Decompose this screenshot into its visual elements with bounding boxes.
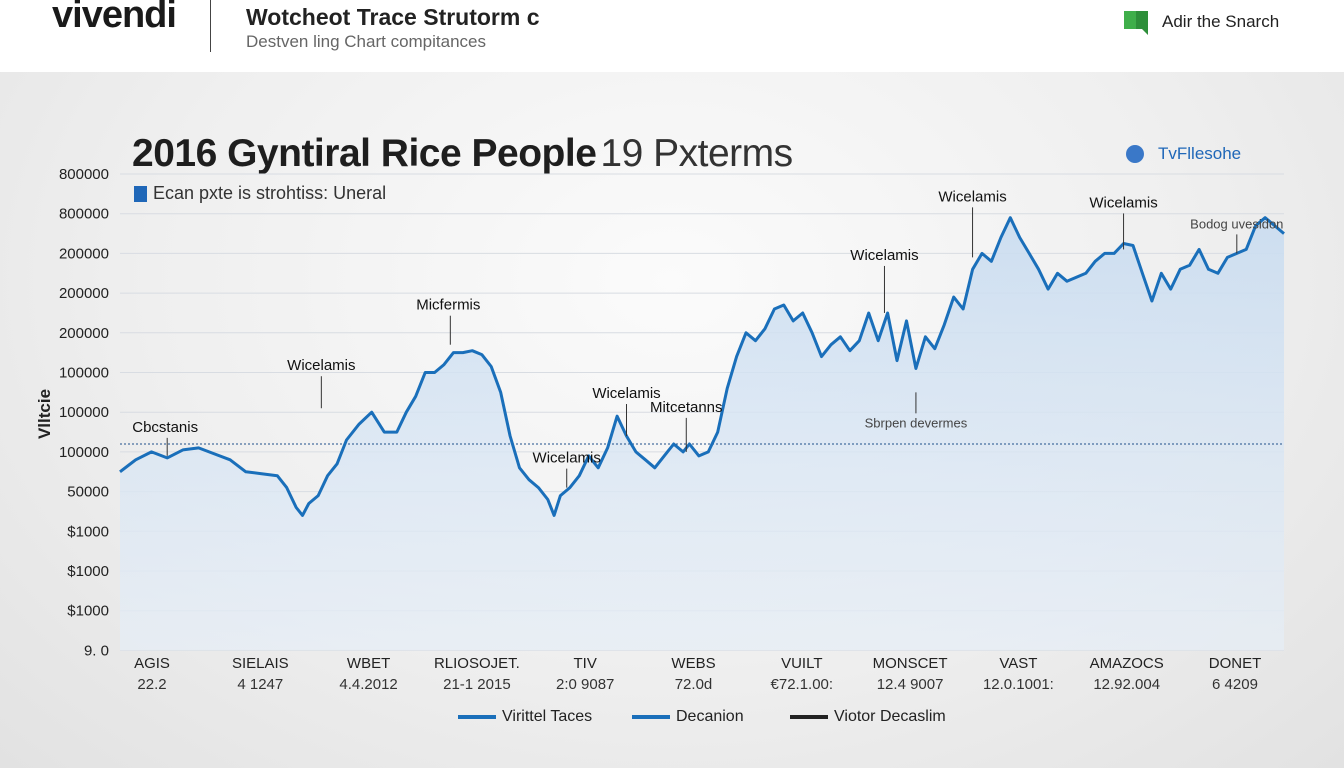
x-category-label: DONET: [1209, 655, 1262, 672]
y-tick-label: $1000: [67, 603, 109, 620]
header-divider: [210, 0, 211, 52]
y-tick-label: 200000: [59, 245, 109, 262]
x-category-label: MONSCET: [873, 655, 948, 672]
x-category-value: 12.4 9007: [877, 676, 944, 693]
legend-swatch: [632, 715, 670, 719]
x-category-value: 6 4209: [1212, 676, 1258, 693]
y-axis-label: Vlltcie: [35, 389, 54, 439]
x-category-label: AGIS: [134, 655, 170, 672]
x-category-value: 4 1247: [237, 676, 283, 693]
annotation-label: Wicelamis: [1089, 194, 1157, 211]
green-bookmark-icon: [1124, 11, 1148, 35]
legend-item[interactable]: Virittel Taces: [458, 708, 592, 726]
x-category-value: 21-1 2015: [443, 676, 511, 693]
legend-item[interactable]: Decanion: [632, 708, 744, 726]
x-category-label: WEBS: [671, 655, 715, 672]
annotation-label: Sbrpen devermes: [865, 415, 968, 430]
y-tick-label: 200000: [59, 285, 109, 302]
bottom-legend: Virittel Taces Decanion Viotor Decaslim: [0, 708, 1344, 734]
x-category-label: TIV: [574, 655, 597, 672]
y-tick-label: $1000: [67, 523, 109, 540]
annotation-label: Wicelamis: [938, 188, 1006, 205]
page-title: Wotcheot Trace Strutorm c: [246, 4, 540, 30]
chart-subtitle: Ecan pxte is strohtiss: Uneral: [134, 183, 386, 204]
x-category-label: WBET: [347, 655, 390, 672]
y-tick-label: 100000: [59, 365, 109, 382]
top-header: vivendi Wotcheot Trace Strutorm c Destve…: [0, 0, 1344, 72]
x-category-value: 4.4.2012: [339, 676, 397, 693]
annotation-label: Wicelamis: [592, 385, 660, 402]
legend-swatch: [458, 715, 496, 719]
annotation-label: Wicelamis: [850, 247, 918, 264]
x-category-label: VAST: [999, 655, 1037, 672]
annotation-label: Bodog uvesidon: [1190, 216, 1283, 231]
legend-label: Virittel Taces: [502, 708, 593, 725]
page-subtitle: Destven ling Chart compitances: [246, 32, 487, 51]
top-legend[interactable]: TvFllesohe: [1126, 144, 1241, 164]
y-tick-label: 100000: [59, 444, 109, 461]
legend-swatch: [790, 715, 828, 719]
x-category-value: 2:0 9087: [556, 676, 614, 693]
annotation-label: Wicelamis: [533, 450, 601, 467]
x-category-label: SIELAIS: [232, 655, 289, 672]
x-category-label: RLIOSOJET.: [434, 655, 520, 672]
subtitle-square-icon: [134, 185, 147, 202]
chart-title-suffix: 19 Pxterms: [600, 132, 793, 175]
annotation-label: Cbcstanis: [132, 419, 198, 436]
chart-subtitle-text: Ecan pxte is strohtiss: Uneral: [153, 183, 387, 203]
chart-title: 2016 Gyntiral Rice People 19 Pxterms: [132, 132, 793, 176]
series-area: [120, 217, 1284, 651]
y-tick-label: 100000: [59, 404, 109, 421]
search-label: Adir the Snarch: [1162, 12, 1280, 31]
x-category-value: 22.2: [137, 676, 166, 693]
y-tick-label: 800000: [59, 206, 109, 223]
x-category-value: 12.92.004: [1093, 676, 1160, 693]
x-category-value: 72.0d: [675, 676, 713, 693]
chart-title-main: 2016 Gyntiral Rice People: [132, 132, 597, 175]
x-category-value: €72.1.00:: [771, 676, 834, 693]
y-tick-label: 50000: [67, 484, 109, 501]
legend-dot-icon: [1126, 145, 1144, 163]
y-tick-label: 800000: [59, 166, 109, 183]
annotation-label: Micfermis: [416, 297, 480, 314]
y-tick-label: $1000: [67, 563, 109, 580]
annotation-label: Mitcetanns: [650, 399, 723, 416]
x-category-label: AMAZOCS: [1090, 655, 1164, 672]
legend-label: Decanion: [676, 708, 744, 725]
series-line[interactable]: [119, 216, 1285, 517]
x-category-value: 12.0.1001:: [983, 676, 1054, 693]
search-button[interactable]: Adir the Snarch: [1122, 6, 1279, 38]
brand-logo[interactable]: vivendi: [52, 0, 177, 36]
top-legend-label: TvFllesohe: [1158, 144, 1242, 163]
annotation-label: Wicelamis: [287, 357, 355, 374]
x-category-label: VUILT: [781, 655, 822, 672]
legend-item[interactable]: Viotor Decaslim: [790, 708, 946, 726]
y-tick-label: 200000: [59, 325, 109, 342]
y-tick-label: 9. 0: [84, 642, 109, 659]
legend-label: Viotor Decaslim: [834, 708, 946, 725]
